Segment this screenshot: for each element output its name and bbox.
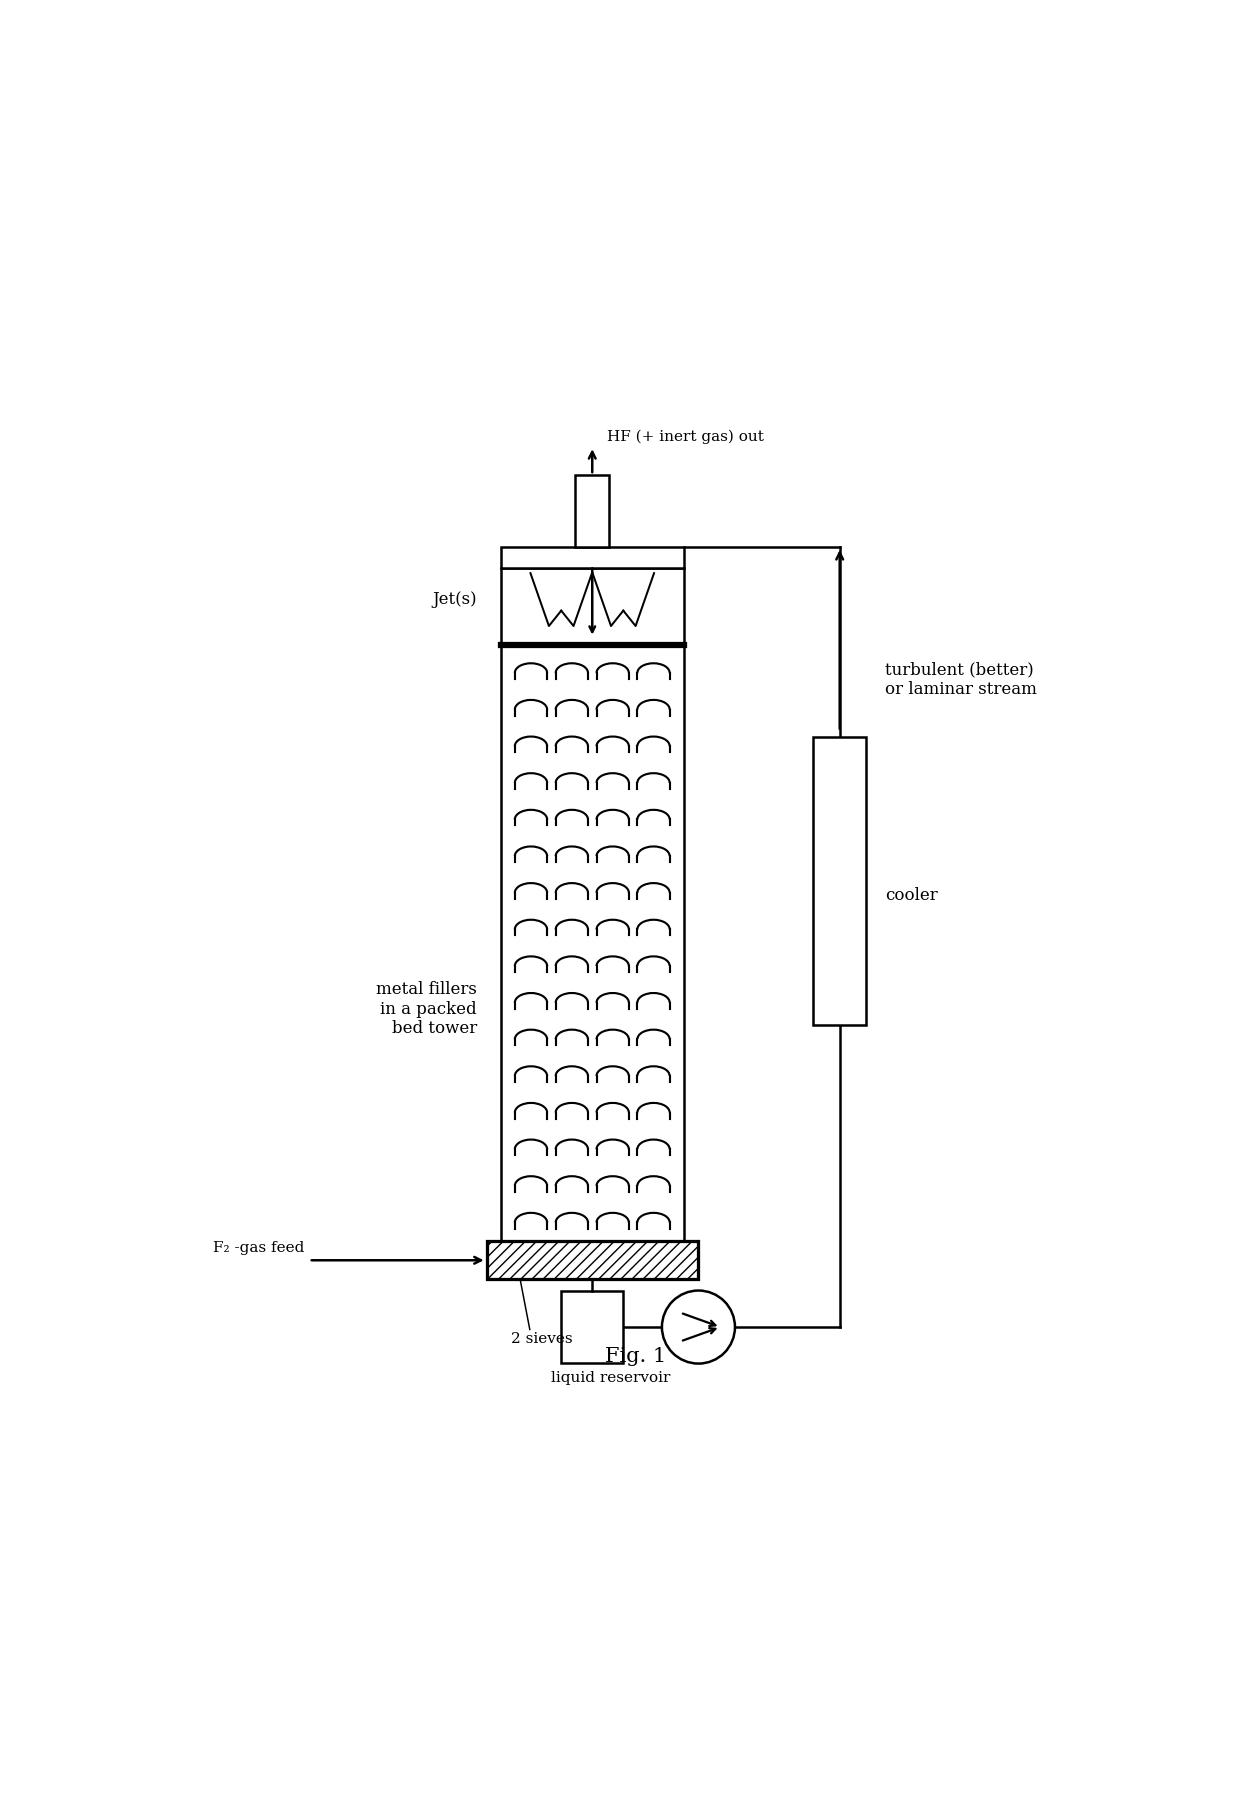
Text: F₂ -gas feed: F₂ -gas feed bbox=[212, 1241, 304, 1255]
Circle shape bbox=[662, 1291, 735, 1363]
Text: HF (+ inert gas) out: HF (+ inert gas) out bbox=[606, 430, 764, 445]
Text: 2 sieves: 2 sieves bbox=[511, 1333, 572, 1347]
Text: Fig. 1: Fig. 1 bbox=[605, 1347, 666, 1365]
Text: liquid reservoir: liquid reservoir bbox=[552, 1371, 671, 1385]
Bar bbox=[486, 1241, 698, 1279]
Bar bbox=[560, 1291, 624, 1363]
Text: cooler: cooler bbox=[885, 886, 939, 904]
Bar bbox=[501, 569, 683, 1279]
Bar bbox=[501, 548, 683, 569]
Bar bbox=[575, 475, 609, 548]
Text: Jet(s): Jet(s) bbox=[433, 591, 477, 607]
Text: metal fillers
in a packed
bed tower: metal fillers in a packed bed tower bbox=[376, 982, 477, 1037]
Bar bbox=[486, 1241, 698, 1279]
Text: turbulent (better)
or laminar stream: turbulent (better) or laminar stream bbox=[885, 661, 1037, 699]
Bar bbox=[813, 737, 867, 1025]
